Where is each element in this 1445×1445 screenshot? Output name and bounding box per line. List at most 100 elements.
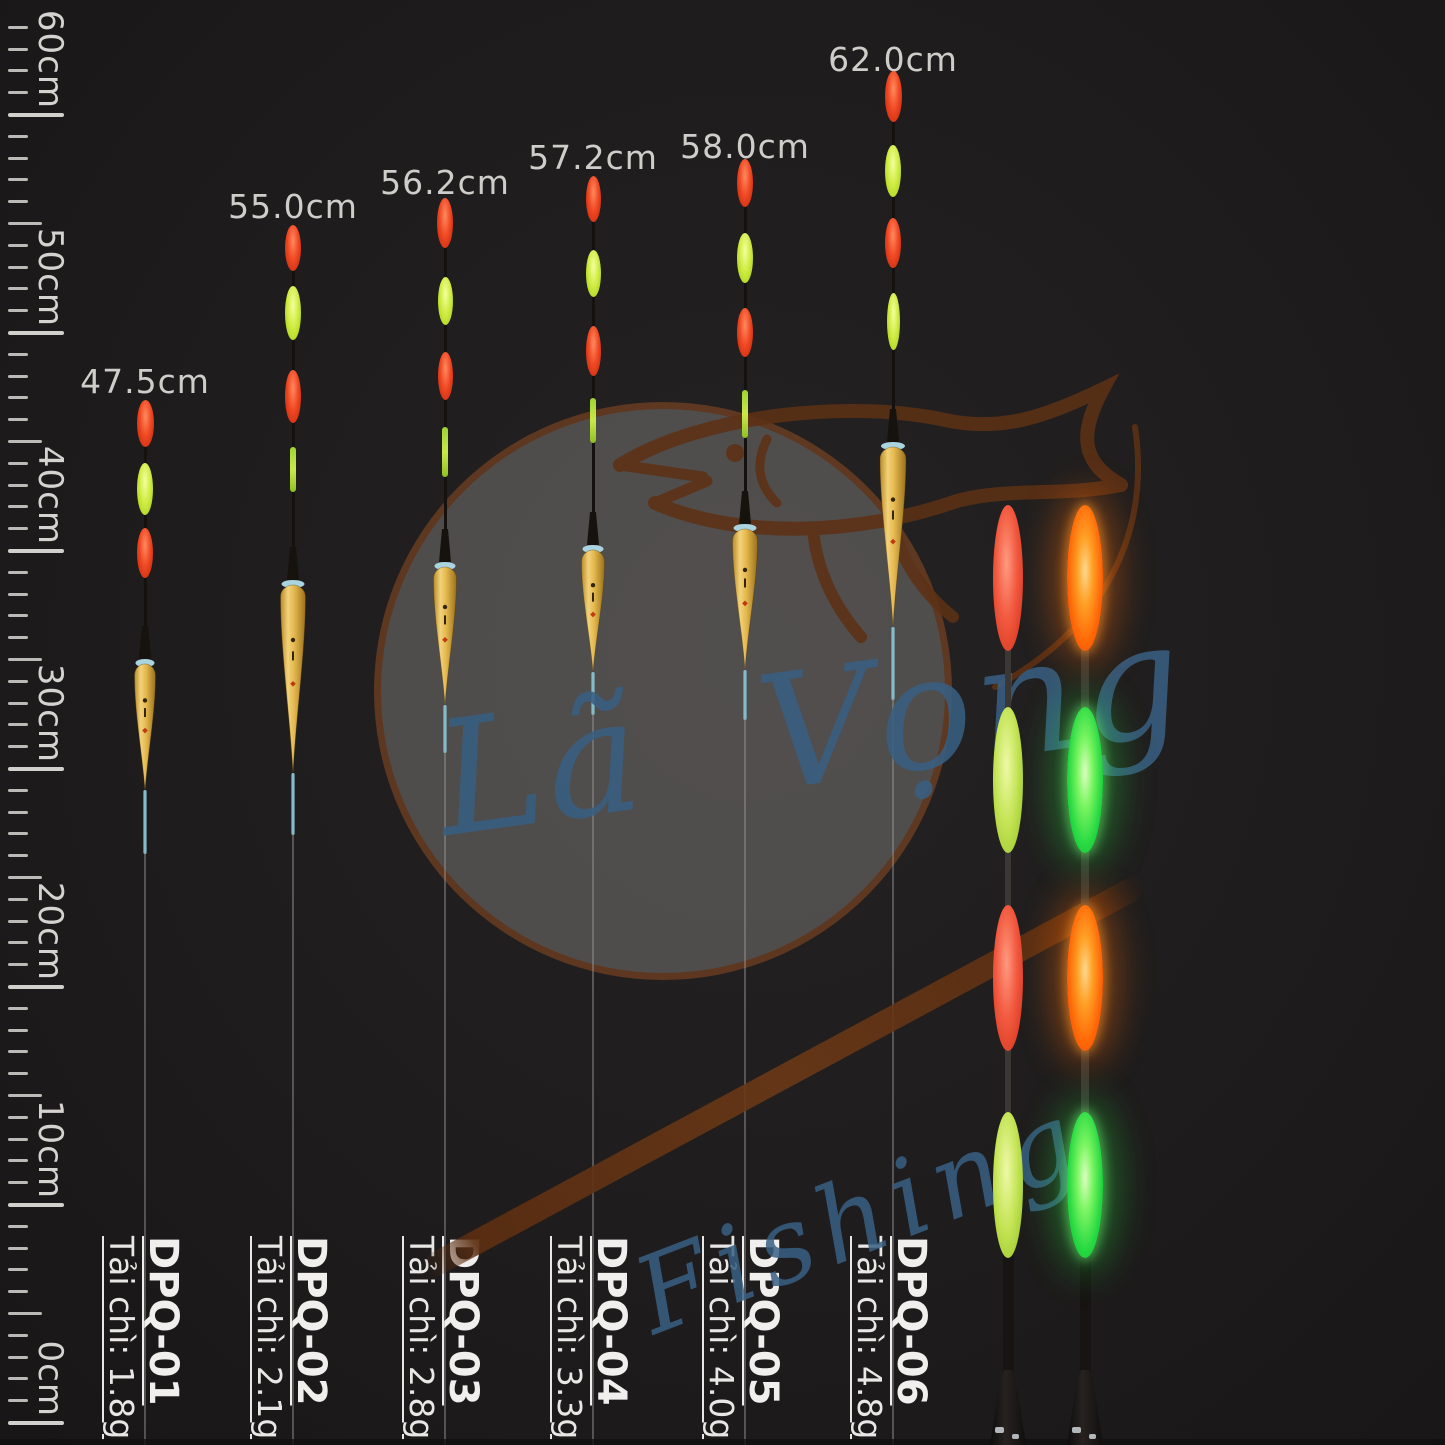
ruler-tick — [8, 679, 28, 683]
ruler-tick — [8, 156, 28, 160]
float-label-rotated: DPQ-02 Tải chì: 2.1g — [249, 1236, 334, 1440]
ruler-tick — [8, 745, 28, 749]
ruler-tick — [8, 876, 42, 879]
float-model-label: DPQ-01 — [140, 1236, 186, 1406]
watermark-fishing-text: Fishing — [619, 1075, 1102, 1358]
float-line — [444, 751, 446, 1445]
ruler-label: 50cm — [30, 227, 70, 327]
ruler-tick — [8, 636, 28, 640]
ruler-tick — [8, 396, 28, 400]
ruler-tick — [8, 243, 28, 247]
closeup-bead-green — [993, 707, 1023, 853]
ruler-tick — [8, 963, 28, 967]
float-bead — [590, 398, 596, 443]
ruler-tick — [8, 1224, 28, 1228]
ruler-tick — [8, 1333, 28, 1337]
ruler-tick — [8, 113, 64, 117]
ruler-tick — [8, 134, 28, 138]
fish-logo-icon — [613, 373, 1141, 690]
ruler-tick — [8, 1028, 28, 1032]
ruler-tick — [8, 265, 28, 269]
float-length-label: 55.0cm — [228, 187, 358, 226]
float-bead — [437, 352, 453, 400]
ruler-tick — [8, 985, 64, 989]
ruler-tick — [8, 1050, 28, 1054]
ruler-tick — [8, 810, 28, 814]
closeup-bead-red — [993, 905, 1023, 1051]
float-bead — [285, 286, 301, 340]
float-bead — [737, 308, 753, 357]
ruler-tick — [8, 832, 28, 836]
ruler-tick — [8, 1246, 28, 1250]
closeup-speck — [1089, 1434, 1096, 1439]
closeup-bead-orange — [1067, 905, 1103, 1051]
float-bead — [285, 225, 301, 271]
float-weight-label: Tải chì: 1.8g — [102, 1236, 141, 1440]
ruler-tick — [8, 592, 28, 596]
ruler-tick — [8, 91, 28, 95]
ruler-tick — [8, 941, 28, 945]
float-line — [744, 718, 746, 1445]
ruler-tick — [8, 483, 28, 487]
float-bead — [585, 176, 601, 222]
float-body — [280, 547, 306, 835]
ruler-tick — [8, 570, 28, 574]
ruler-label: 40cm — [30, 445, 70, 545]
float-bead — [136, 400, 154, 447]
closeup-lower-stem — [1002, 1256, 1014, 1374]
ruler-tick — [8, 1268, 28, 1272]
float-line — [144, 852, 146, 1445]
ruler-tick — [8, 331, 64, 335]
float-length-label: 56.2cm — [380, 163, 510, 202]
closeup-speck — [1072, 1427, 1081, 1433]
float-body — [581, 512, 605, 715]
ruler-tick — [8, 1290, 28, 1294]
ruler-tick — [8, 1115, 28, 1119]
closeup-lower-stem — [1079, 1256, 1091, 1374]
float-length-label: 47.5cm — [80, 362, 210, 401]
ruler-tick — [8, 47, 28, 51]
float-bead — [137, 528, 153, 578]
float-bead — [437, 277, 453, 325]
ruler-tick — [8, 854, 28, 858]
float-bead — [137, 463, 153, 515]
ruler-tick — [8, 309, 28, 313]
ruler-tick — [8, 1203, 64, 1207]
ruler-tick — [8, 287, 28, 291]
float-line — [292, 833, 294, 1445]
ruler-tick — [8, 788, 28, 792]
ruler-tick — [8, 25, 28, 29]
float-weight-label: Tải chì: 2.1g — [250, 1236, 289, 1440]
ruler-tick — [8, 723, 28, 727]
float-body — [732, 491, 758, 720]
float-bead — [742, 390, 748, 438]
ruler-tick — [8, 1137, 28, 1141]
closeup-handle — [990, 1370, 1026, 1445]
ruler-tick — [8, 505, 28, 509]
float-model-label: DPQ-02 — [288, 1236, 334, 1406]
float-bead — [884, 71, 902, 122]
ruler-tick — [8, 1072, 28, 1076]
float-bead — [737, 159, 753, 207]
float-line — [892, 698, 894, 1445]
closeup-speck — [995, 1427, 1004, 1433]
ruler-tick — [8, 1421, 64, 1425]
float-body — [433, 529, 457, 753]
float-bead — [885, 218, 901, 268]
float-label-rotated: DPQ-01 Tải chì: 1.8g — [101, 1236, 186, 1440]
ruler-tick — [8, 200, 28, 204]
ruler-tick — [8, 178, 28, 182]
float-bead — [737, 233, 753, 283]
ruler-tick — [8, 1181, 28, 1185]
ruler-label: 20cm — [30, 881, 70, 981]
ruler-tick — [8, 461, 28, 465]
ruler-tick — [8, 701, 28, 705]
float-body — [879, 409, 907, 700]
ruler-tick — [8, 1312, 42, 1315]
ruler-tick — [8, 1377, 28, 1381]
float-body — [134, 626, 156, 854]
closeup-bead-green — [1067, 1112, 1103, 1258]
closeup-stem — [1005, 517, 1011, 1262]
ruler-tick — [8, 222, 42, 225]
